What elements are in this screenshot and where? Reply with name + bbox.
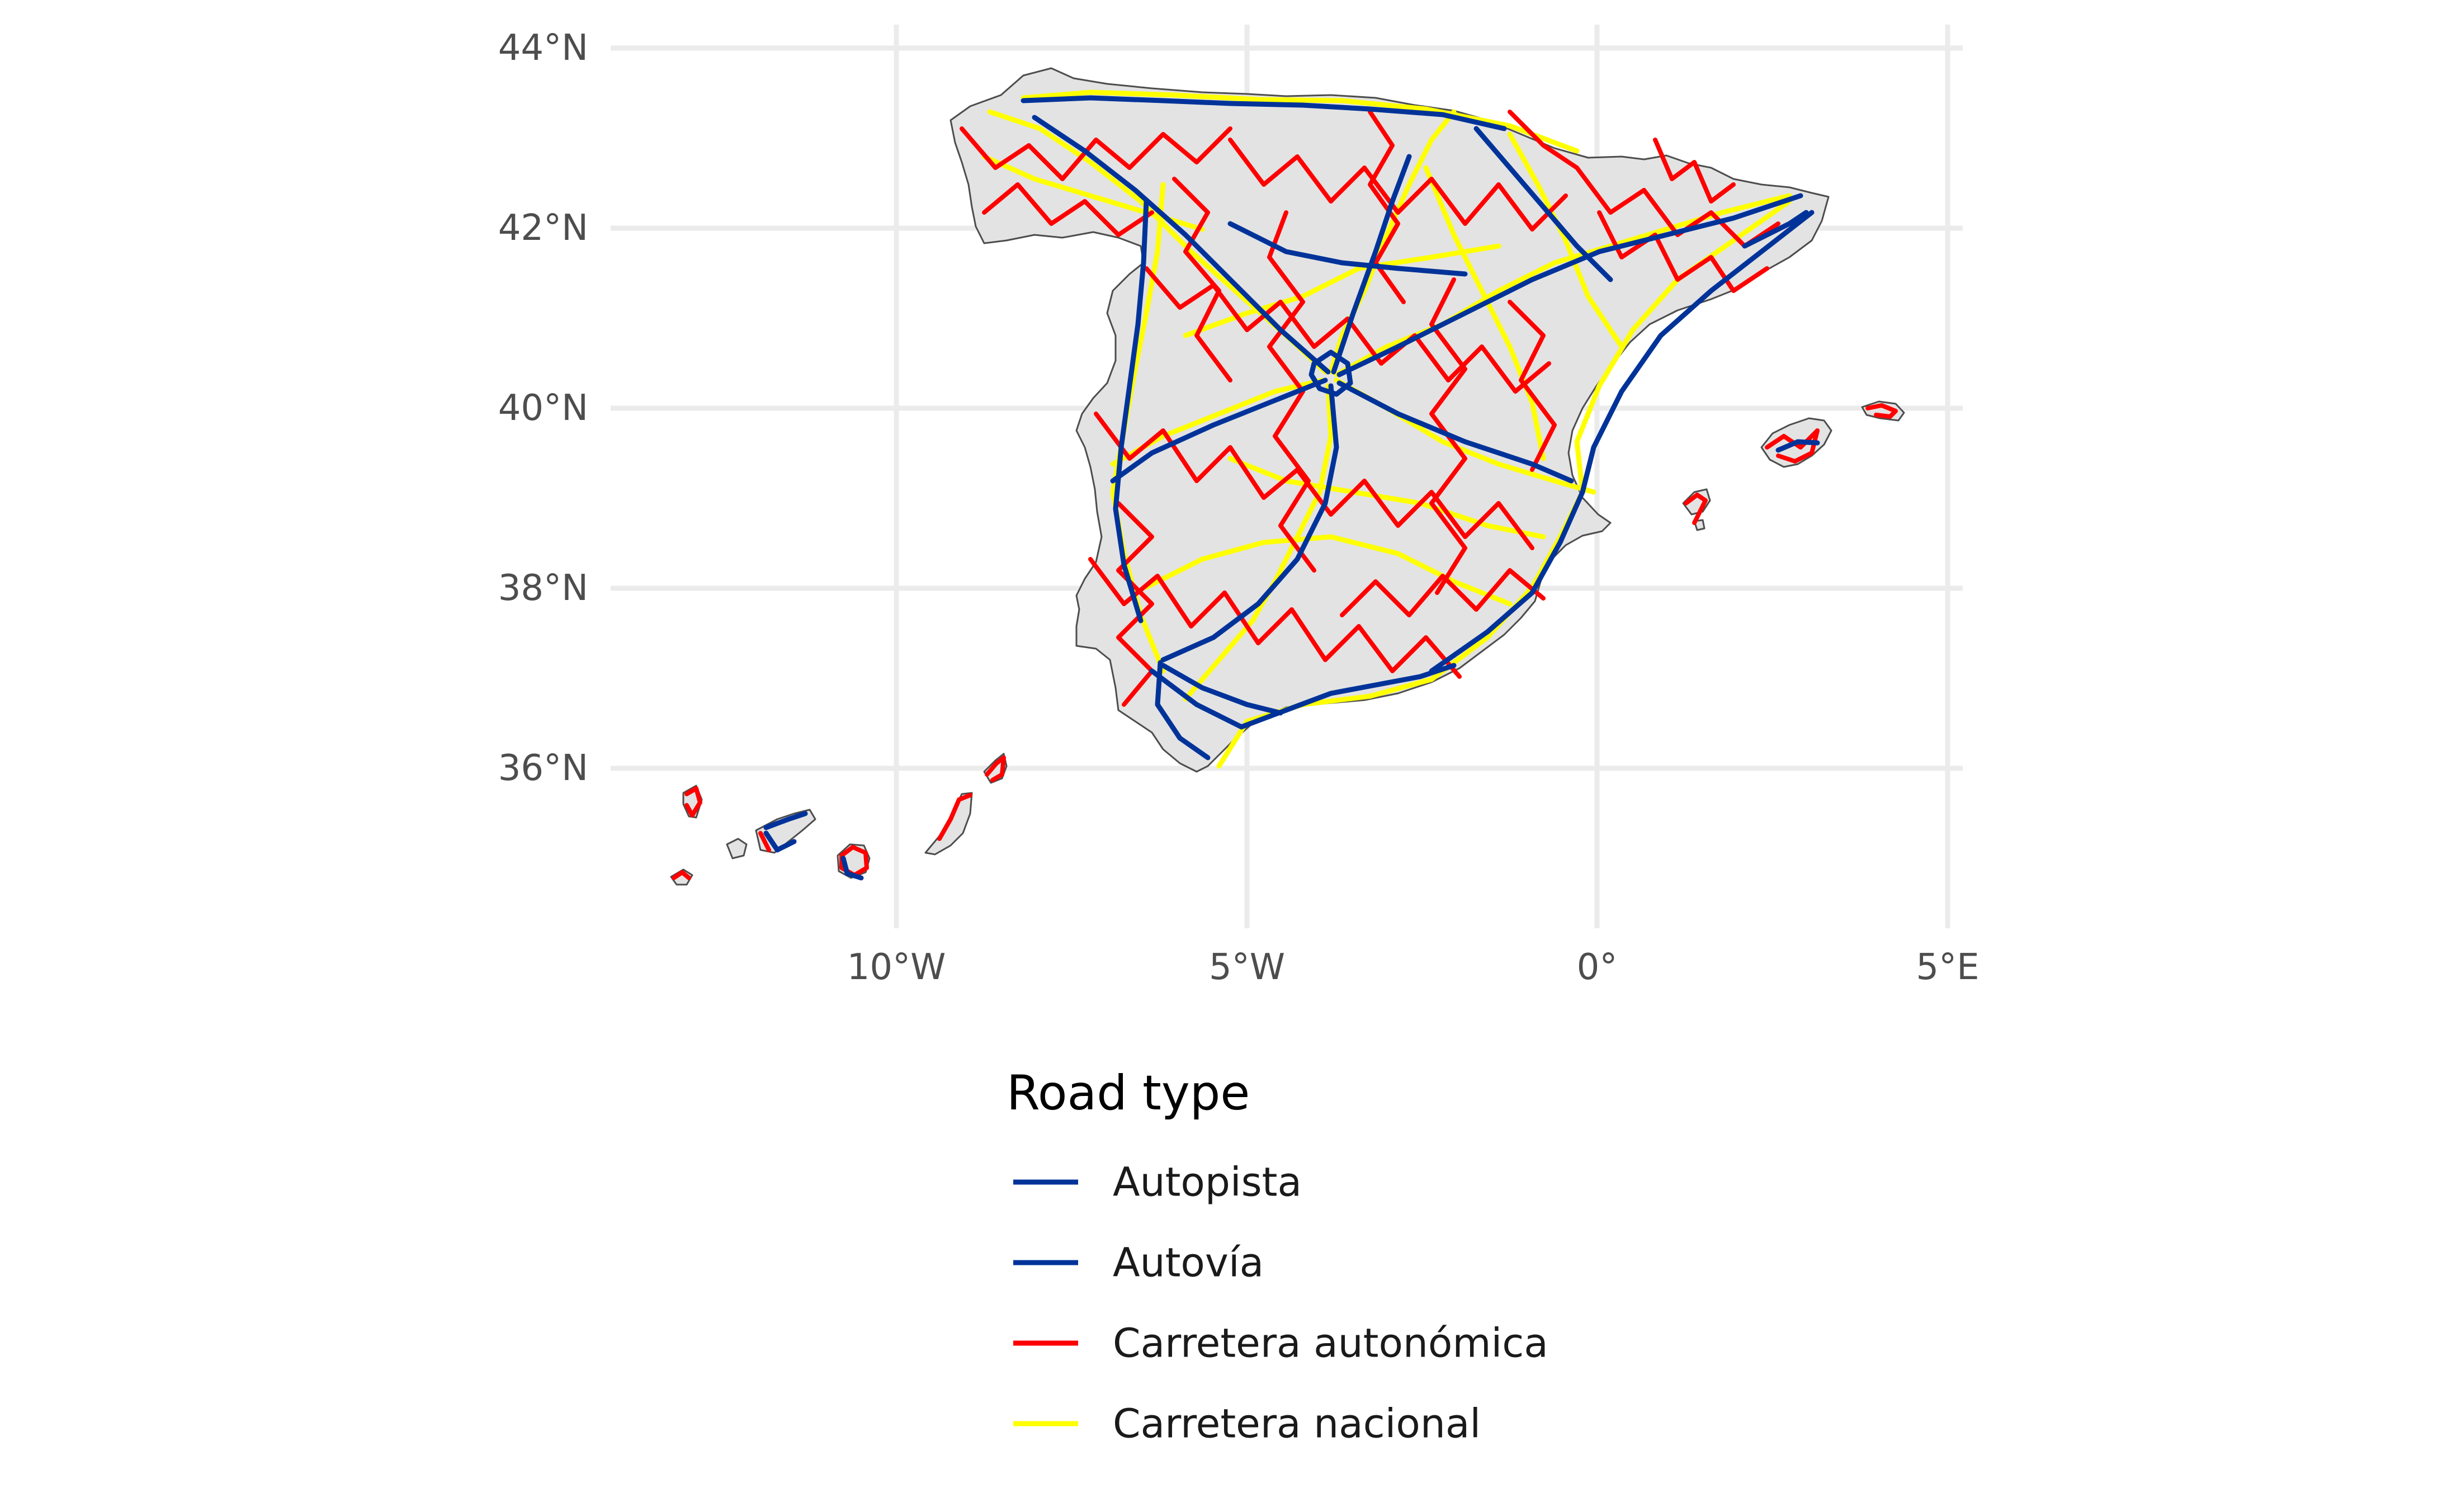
roads-autovia-autopista [763, 95, 1820, 881]
legend: Road type Autopista Autovía Carretera au… [1007, 1065, 1548, 1447]
road-autovia-madrid-badajoz [1110, 377, 1328, 484]
legend-label-autovia: Autovía [1113, 1240, 1264, 1286]
legend-title: Road type [1007, 1065, 1250, 1121]
road-autonomica-5 [1094, 412, 1534, 550]
road-nacional-coast-north [1021, 89, 1580, 154]
road-autonomica-16 [1653, 138, 1736, 204]
road-autonomica-lanzarote [985, 755, 1006, 782]
road-autovia-madrid-coruna [1032, 115, 1331, 375]
road-autonomica-3 [1508, 110, 1780, 248]
road-nacional-extra-6 [1227, 456, 1546, 540]
road-autonomica-10 [1597, 210, 1769, 293]
road-autonomica-gran-canaria [839, 845, 869, 877]
road-nacional-a1 [1328, 109, 1457, 375]
road-nacional-extra-2 [1144, 534, 1513, 607]
road-autonomica-2 [1228, 138, 1568, 231]
road-autonomica-menorca [1865, 403, 1898, 419]
x-axis: 10°W 5°W 0° 5°E [847, 947, 1980, 988]
road-nacional-extra-1 [1423, 165, 1546, 461]
y-tick-label: 36°N [498, 748, 588, 789]
road-autonomica-tenerife [758, 831, 771, 852]
road-autopista-mallorca [1775, 439, 1820, 453]
x-tick-label: 0° [1577, 947, 1618, 988]
road-autonomica-11 [982, 182, 1154, 237]
road-autovia-cantabrico [1021, 95, 1507, 131]
road-autovia-ebro [1473, 126, 1613, 282]
road-autonomica-la-palma [684, 786, 702, 818]
x-tick-label: 5°E [1916, 947, 1979, 988]
road-autonomica-el-hierro [672, 870, 691, 880]
y-tick-label: 42°N [498, 207, 588, 249]
road-autopista-tenerife [763, 811, 808, 853]
road-autovia-madrid-ring [1308, 349, 1353, 397]
road-autovia-mediterranean [1429, 210, 1815, 674]
road-autovia-andalucia [1149, 663, 1457, 730]
road-autopista-barcelona [1742, 210, 1809, 249]
road-autonomica-ibiza [1684, 493, 1708, 525]
road-autonomica-1 [960, 126, 1232, 181]
road-autovia-madrid-burgos [1331, 154, 1412, 375]
x-tick-label: 10°W [847, 947, 946, 988]
y-axis: 44°N 42°N 40°N 38°N 36°N [498, 27, 588, 789]
road-autonomica-mallorca [1765, 428, 1820, 464]
road-autonomica-13 [1172, 177, 1232, 382]
la-gomera [726, 838, 748, 859]
legend-label-autopista: Autopista [1113, 1159, 1302, 1206]
road-autonomica-15 [1508, 300, 1557, 472]
y-tick-label: 40°N [498, 388, 588, 429]
road-autovia-madrid-sevilla [1160, 383, 1339, 663]
road-autonomica-6 [1088, 557, 1462, 679]
x-tick-label: 5°W [1209, 947, 1285, 988]
road-nacional-a4 [1183, 383, 1334, 702]
road-nacional-extra-4 [1507, 131, 1624, 349]
road-autonomica-14 [1368, 110, 1406, 304]
legend-label-carretera-autonomica: Carretera autonómica [1113, 1320, 1548, 1367]
road-autovia-madrid-valencia [1336, 380, 1574, 484]
road-autopista-gran-canaria [840, 856, 864, 881]
y-tick-label: 38°N [498, 568, 588, 609]
road-autonomica-12 [1340, 568, 1546, 617]
road-autovia-sevilla-malaga [1160, 663, 1283, 716]
legend-label-carretera-nacional: Carretera nacional [1113, 1401, 1481, 1447]
road-autovia-cadiz [1155, 660, 1211, 760]
road-autovia-ruta-plata [1113, 199, 1149, 623]
y-tick-label: 44°N [498, 27, 588, 69]
road-autovia-castilla [1227, 221, 1468, 277]
road-autovia-madrid-zaragoza [1336, 193, 1803, 377]
road-autonomica-fuerteventura [937, 793, 972, 841]
